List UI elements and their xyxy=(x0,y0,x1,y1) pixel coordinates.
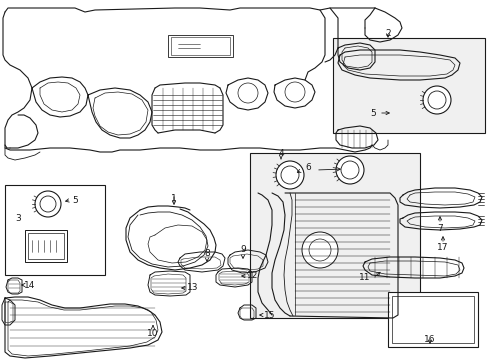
Circle shape xyxy=(427,91,445,109)
Circle shape xyxy=(281,166,298,184)
Text: 4: 4 xyxy=(278,149,283,158)
Text: 10: 10 xyxy=(147,329,159,338)
Circle shape xyxy=(238,83,258,103)
Circle shape xyxy=(302,232,337,268)
Text: 5: 5 xyxy=(369,108,375,117)
Bar xyxy=(391,296,473,343)
Text: 16: 16 xyxy=(424,336,435,345)
Text: 9: 9 xyxy=(240,244,245,253)
Bar xyxy=(171,37,229,55)
Bar xyxy=(28,233,64,259)
Circle shape xyxy=(308,239,330,261)
Bar xyxy=(249,153,419,318)
Circle shape xyxy=(275,161,304,189)
Bar xyxy=(25,230,67,262)
Text: 2: 2 xyxy=(385,28,390,37)
Text: 14: 14 xyxy=(24,280,36,289)
Text: 7: 7 xyxy=(436,224,442,233)
Circle shape xyxy=(422,86,450,114)
Circle shape xyxy=(340,161,358,179)
Circle shape xyxy=(35,191,61,217)
Bar xyxy=(168,35,232,57)
Bar xyxy=(387,292,477,347)
Circle shape xyxy=(40,196,56,212)
Text: 6: 6 xyxy=(305,162,310,171)
Bar xyxy=(332,38,484,133)
Text: 15: 15 xyxy=(264,310,275,320)
Text: 17: 17 xyxy=(436,243,448,252)
Circle shape xyxy=(335,156,363,184)
Text: 8: 8 xyxy=(203,248,209,257)
Text: 5: 5 xyxy=(72,195,78,204)
Circle shape xyxy=(285,82,305,102)
Text: 12: 12 xyxy=(247,271,258,280)
Text: 3: 3 xyxy=(15,213,21,222)
Text: 11: 11 xyxy=(359,274,370,283)
Bar xyxy=(5,185,105,275)
Text: 1: 1 xyxy=(171,194,177,202)
Text: 13: 13 xyxy=(187,284,198,292)
